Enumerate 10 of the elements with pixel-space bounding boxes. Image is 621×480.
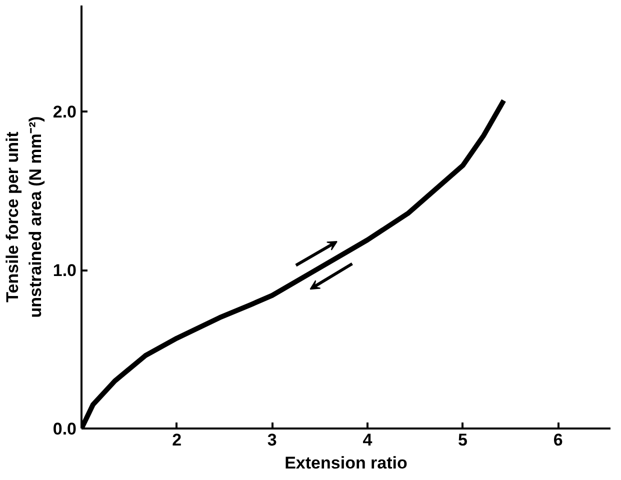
y-tick-label: 1.0 xyxy=(52,261,77,280)
x-tick-label: 2 xyxy=(172,430,182,450)
x-axis-title: Extension ratio xyxy=(284,454,408,472)
y-axis-title: Tensile force per unit unstrained area (N mm⁻²) xyxy=(3,116,45,318)
y-tick-label: 0.0 xyxy=(52,420,77,438)
x-tick-label: 5 xyxy=(458,430,468,450)
x-tick-label: 3 xyxy=(267,430,277,450)
x-tick-label: 4 xyxy=(362,430,373,450)
y-tick-label: 2.0 xyxy=(52,102,77,122)
x-tick-label: 6 xyxy=(553,430,563,450)
